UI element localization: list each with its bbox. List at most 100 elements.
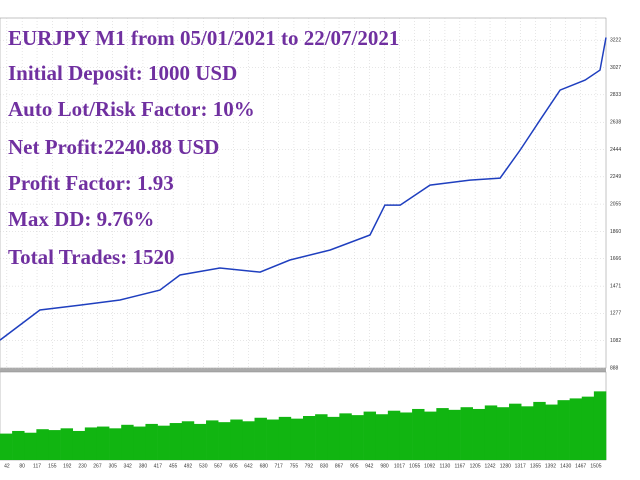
x-tick-label: 417 [154,463,163,469]
x-tick-label: 117 [33,463,41,469]
overlay-text: Max DD: 9.76% [8,207,155,231]
lot-bar [303,416,316,460]
y-tick-label: 3027 [610,65,621,71]
x-tick-label: 1092 [424,463,435,469]
y-tick-label: 2833 [610,92,621,98]
lot-bar [533,401,546,460]
lot-bar [509,403,522,460]
lot-bar [581,396,595,460]
lot-bar [484,405,498,460]
top-pane [0,17,607,369]
x-tick-label: 380 [139,463,148,469]
x-tick-label: 80 [19,463,25,469]
lot-bar [290,418,304,460]
y-tick-label: 2055 [610,201,621,207]
x-tick-label: 717 [274,463,283,469]
lot-bar [472,408,486,460]
x-tick-label: 1317 [515,463,526,469]
y-tick-label: 1860 [610,229,621,235]
x-tick-label: 830 [320,463,329,469]
lot-bar [72,430,86,460]
lot-bar [157,425,170,460]
x-tick-label: 905 [350,463,359,469]
x-tick-label: 1242 [484,463,495,469]
y-tick-label: 1277 [610,311,621,317]
x-tick-label: 680 [260,463,269,469]
overlay-text: Total Trades: 1520 [8,245,175,269]
x-tick-label: 1355 [530,463,541,469]
x-tick-label: 1055 [409,463,420,469]
lot-bar [109,428,122,460]
x-tick-label: 755 [290,463,299,469]
lot-bar [387,410,401,460]
x-tick-label: 1505 [590,463,601,469]
lot-bar [181,421,195,460]
x-tick-label: 867 [335,463,344,469]
lot-bar [36,429,49,460]
x-tick-label: 567 [214,463,223,469]
lot-bar [339,413,352,460]
lot-bar [436,408,449,460]
overlay-text: Auto Lot/Risk Factor: 10% [8,97,255,121]
lot-bar [24,432,37,460]
x-tick-label: 530 [199,463,208,469]
lot-bar [218,422,231,460]
lot-bar [169,423,183,460]
lot-bar [266,419,280,460]
lot-bar [12,430,25,460]
x-tick-label: 1205 [470,463,481,469]
overlay-text: Profit Factor: 1.93 [8,171,174,195]
x-tick-label: 942 [365,463,374,469]
lot-bar [84,427,98,460]
x-tick-label: 267 [93,463,102,469]
x-tick-label: 42 [4,463,10,469]
y-tick-label: 3222 [610,38,621,44]
y-tick-label: 2249 [610,174,621,180]
x-tick-label: 1280 [500,463,511,469]
lot-bar [193,423,207,460]
pane-separator [0,368,606,372]
x-tick-label: 192 [63,463,72,469]
lot-bar [206,420,219,460]
lot-bar [375,414,389,460]
x-tick-label: 230 [78,463,87,469]
lot-bar [424,411,437,460]
x-tick-label: 980 [380,463,389,469]
y-tick-label: 2444 [610,147,621,153]
lot-bar [48,430,61,460]
lot-bar [327,416,340,460]
y-tick-label: 1471 [610,283,621,289]
y-tick-label: 1082 [610,338,621,344]
x-tick-label: 155 [48,463,57,469]
lot-bar [121,424,134,460]
overlay-text: Net Profit:2240.88 USD [8,135,220,159]
lot-bar [242,421,255,460]
y-tick-label: 1666 [610,256,621,262]
lot-bar [133,426,146,460]
lot-bar [569,398,583,460]
lot-bar [96,426,110,460]
lot-bar [521,406,534,460]
x-tick-label: 305 [109,463,118,469]
x-tick-label: 1167 [454,463,465,469]
y-tick-label: 2638 [610,120,621,126]
lot-bar [254,417,267,460]
x-tick-label: 642 [244,463,253,469]
lot-bar [557,400,570,460]
x-tick-label: 455 [169,463,178,469]
lot-bar [60,428,74,460]
lot-bar [351,415,364,460]
lot-bar [460,407,473,460]
lot-bar [363,411,377,460]
lot-bar [399,412,413,460]
x-tick-label: 492 [184,463,193,469]
lot-bar [448,409,461,460]
x-tick-label: 1017 [394,463,405,469]
lot-bar [230,419,243,460]
x-tick-label: 1392 [545,463,556,469]
lot-bar [0,433,13,460]
y-tick-label: 888 [610,365,619,371]
x-tick-label: 1430 [560,463,571,469]
lot-bar [496,407,510,460]
